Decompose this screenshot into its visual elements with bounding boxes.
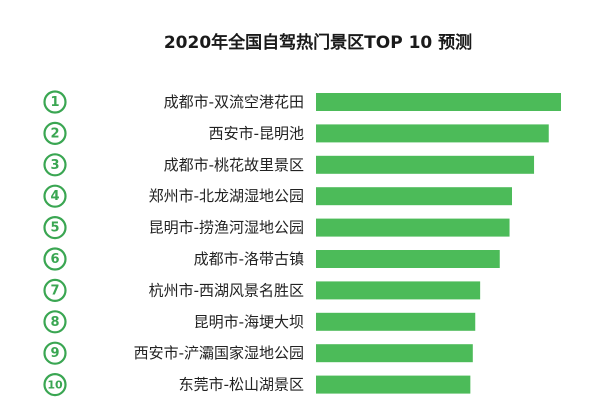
- rank-number: 4: [50, 189, 59, 204]
- category-label: 东莞市-松山湖景区: [179, 376, 304, 394]
- rank-circle: [43, 310, 67, 334]
- rank-markers: 1 2 3 4 5 6 7 8 9 10: [43, 90, 67, 397]
- bar: [316, 281, 481, 300]
- rank-number: 8: [50, 315, 59, 330]
- bar: [316, 375, 471, 394]
- rank-marker: 10: [43, 373, 67, 397]
- rank-marker: 6: [43, 247, 67, 271]
- rank-number: 5: [50, 221, 59, 236]
- bar: [316, 187, 512, 206]
- rank-number: 7: [50, 283, 59, 298]
- rank-marker: 4: [43, 184, 67, 208]
- rank-number: 10: [47, 379, 63, 392]
- rank-number: 9: [50, 346, 59, 361]
- rank-marker: 8: [43, 310, 67, 334]
- category-label: 西安市-浐灞国家湿地公园: [134, 344, 304, 362]
- bar: [316, 250, 500, 268]
- rank-circle: [43, 341, 67, 365]
- rank-marker: 7: [43, 278, 67, 302]
- bars: [316, 93, 561, 394]
- rank-circle: [43, 184, 67, 208]
- rank-number: 3: [50, 158, 59, 173]
- bar: [316, 124, 549, 143]
- bar: [316, 93, 561, 111]
- rank-number: 6: [50, 252, 59, 267]
- rank-circle: [43, 278, 67, 302]
- category-label: 杭州市-西湖风景名胜区: [149, 281, 304, 299]
- rank-marker: 5: [43, 216, 67, 240]
- bar: [316, 344, 473, 363]
- chart-title: 2020年全国自驾热门景区TOP 10 预测: [163, 33, 473, 53]
- rank-marker: 9: [43, 341, 67, 365]
- rank-circle: [43, 121, 67, 145]
- rank-number: 1: [50, 95, 59, 110]
- category-label: 成都市-桃花故里景区: [164, 156, 304, 174]
- rank-marker: 2: [43, 121, 67, 145]
- category-label: 郑州市-北龙湖湿地公园: [149, 187, 304, 205]
- category-label: 成都市-双流空港花田: [164, 93, 304, 111]
- category-label: 昆明市-捞渔河湿地公园: [149, 219, 304, 237]
- bar: [316, 155, 535, 174]
- rank-circle: [43, 216, 67, 240]
- rank-circle: [43, 90, 67, 114]
- rank-number: 2: [50, 126, 59, 141]
- category-label: 西安市-昆明池: [209, 124, 304, 142]
- category-label: 成都市-洛带古镇: [194, 250, 304, 268]
- rank-marker: 1: [43, 90, 67, 114]
- rank-marker: 3: [43, 153, 67, 177]
- rank-circle: [43, 373, 67, 397]
- rank-circle: [43, 153, 67, 177]
- category-label: 昆明市-海埂大坝: [194, 313, 304, 331]
- bar: [316, 218, 510, 237]
- category-labels: 成都市-双流空港花田西安市-昆明池成都市-桃花故里景区郑州市-北龙湖湿地公园昆明…: [134, 93, 304, 394]
- bar: [316, 312, 476, 331]
- rank-circle: [43, 247, 67, 271]
